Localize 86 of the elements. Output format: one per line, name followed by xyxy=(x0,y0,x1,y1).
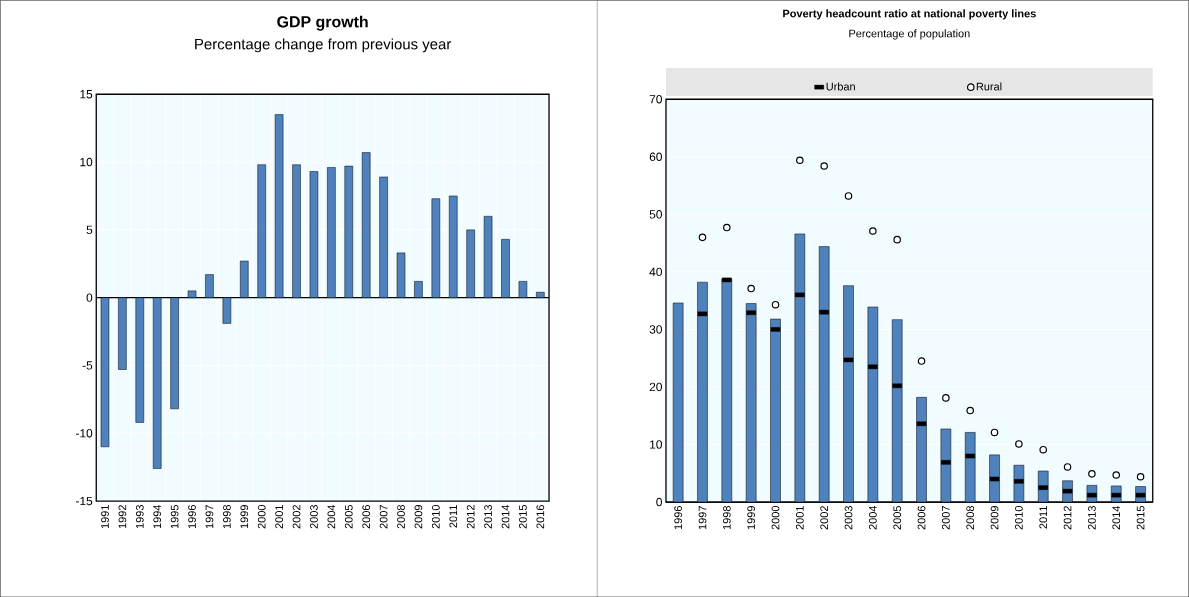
point xyxy=(1088,469,1096,478)
x-tick-label: 2011 xyxy=(1039,505,1048,529)
y-tick-label: 10 xyxy=(650,440,662,449)
x-tick-label: 2005 xyxy=(893,505,902,530)
point xyxy=(1112,471,1121,479)
legend-label: Urban xyxy=(826,82,855,91)
y-tick-label: 70 xyxy=(649,94,662,104)
x-tick-label: 1998 xyxy=(722,505,731,529)
chart-subtitle: Percentage change from previous year xyxy=(195,38,452,53)
y-tick-label: 15 xyxy=(80,89,93,99)
x-tick-label: 2010 xyxy=(1015,505,1023,530)
x-tick-label: 1996 xyxy=(188,504,196,528)
point xyxy=(820,162,828,170)
y-tick-label: 30 xyxy=(649,325,662,334)
x-tick-label: 2011 xyxy=(449,504,458,528)
y-tick-label: -10 xyxy=(76,428,93,438)
x-tick-label: 2009 xyxy=(990,505,999,530)
x-tick-label: 2003 xyxy=(310,504,318,529)
y-tick-label: -15 xyxy=(76,496,93,506)
point xyxy=(796,156,804,164)
x-tick-label: 2001 xyxy=(275,504,283,529)
y-tick-label: 60 xyxy=(649,152,662,161)
x-tick-label: 2009 xyxy=(414,504,423,529)
x-tick-label: 2006 xyxy=(917,505,926,530)
chart-subtitle: Percentage of population xyxy=(849,29,970,40)
x-tick-label: 2002 xyxy=(820,505,829,530)
x-tick-label: 2015 xyxy=(519,504,527,529)
x-tick-label: 2000 xyxy=(771,505,780,530)
x-tick-label: 1996 xyxy=(674,505,683,529)
x-tick-label: 2010 xyxy=(431,504,440,529)
point xyxy=(942,393,950,402)
x-tick-label: 2014 xyxy=(1112,505,1121,530)
point xyxy=(966,406,974,415)
x-tick-label: 1999 xyxy=(240,504,249,528)
x-tick-label: 1991 xyxy=(101,504,109,528)
x-tick-label: 1999 xyxy=(747,505,756,529)
x-tick-label: 2000 xyxy=(257,504,266,529)
x-tick-label: 2004 xyxy=(868,505,877,530)
x-tick-label: 2003 xyxy=(844,505,853,530)
y-tick-label: 40 xyxy=(649,267,662,276)
x-tick-label: 2004 xyxy=(327,504,336,529)
y-tick-label: -5 xyxy=(82,361,93,370)
y-tick-label: 0 xyxy=(656,497,662,507)
y-tick-label: 10 xyxy=(80,157,93,167)
x-tick-label: 2013 xyxy=(484,504,492,529)
x-tick-label: 1993 xyxy=(135,504,144,528)
point xyxy=(1015,440,1023,448)
x-tick-label: 2008 xyxy=(966,505,975,530)
x-tick-label: 2013 xyxy=(1088,505,1096,530)
point xyxy=(1039,445,1048,454)
x-tick-label: 1994 xyxy=(153,504,162,528)
x-tick-label: 1997 xyxy=(205,504,214,528)
point xyxy=(1136,472,1145,481)
point xyxy=(844,191,853,200)
x-tick-label: 2014 xyxy=(501,504,510,529)
x-tick-label: 2012 xyxy=(466,504,475,529)
x-tick-label: 2016 xyxy=(536,504,545,529)
point xyxy=(771,300,780,309)
x-tick-label: 1995 xyxy=(170,504,179,528)
x-tick-label: 2002 xyxy=(292,504,301,529)
chart-title: Poverty headcount ratio at national poverty lines xyxy=(783,9,1036,20)
x-tick-label: 2001 xyxy=(795,505,804,530)
y-tick-label: 50 xyxy=(649,209,662,219)
x-tick-label: 2015 xyxy=(1136,505,1145,530)
x-tick-label: 2005 xyxy=(344,504,353,529)
chart-title: GDP growth xyxy=(277,15,368,31)
x-tick-label: 2012 xyxy=(1063,505,1072,530)
x-tick-label: 1997 xyxy=(698,505,707,529)
y-tick-label: 20 xyxy=(649,382,662,392)
x-tick-label: 2008 xyxy=(397,504,405,529)
x-tick-label: 2007 xyxy=(942,505,950,530)
point xyxy=(698,233,707,241)
point xyxy=(893,235,901,244)
point xyxy=(747,284,755,293)
x-tick-label: 1998 xyxy=(223,504,231,528)
point xyxy=(1063,463,1072,471)
legend-label: Rural xyxy=(976,82,1002,91)
y-tick-label: 0 xyxy=(86,293,93,302)
x-tick-label: 1992 xyxy=(118,504,127,528)
y-tick-label: 5 xyxy=(86,225,93,234)
point xyxy=(723,223,731,232)
x-tick-label: 2006 xyxy=(362,504,371,529)
point xyxy=(990,428,999,437)
x-tick-label: 2007 xyxy=(379,504,388,529)
point xyxy=(869,227,877,235)
point xyxy=(917,357,926,365)
